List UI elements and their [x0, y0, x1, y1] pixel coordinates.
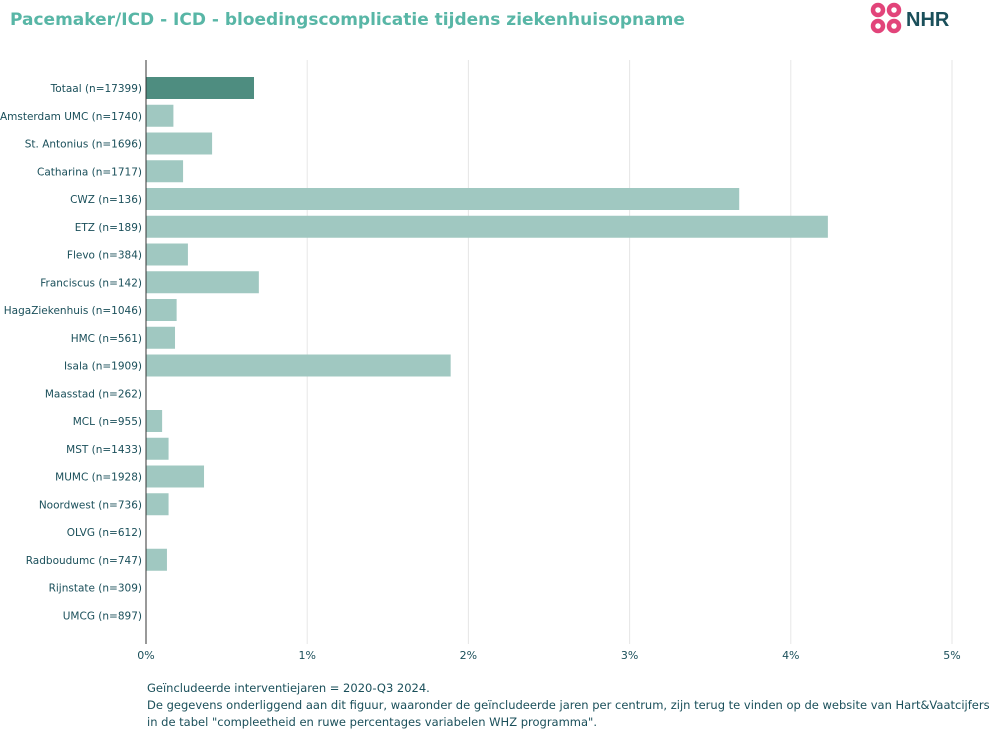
- category-label: HagaZiekenhuis (n=1046): [4, 305, 142, 317]
- bar: [146, 437, 169, 460]
- category-label: Maasstad (n=262): [45, 388, 142, 400]
- bar: [146, 548, 167, 571]
- category-label: HMC (n=561): [71, 333, 142, 345]
- bar: [146, 271, 259, 294]
- x-tick-label: 0%: [137, 649, 154, 662]
- bar: [146, 410, 163, 432]
- chart-footnote: Geïncludeerde interventiejaren = 2020-Q3…: [147, 680, 990, 731]
- x-tick-label: 5%: [943, 649, 960, 662]
- nhr-logo-icon: [870, 2, 902, 34]
- bar: [146, 77, 255, 99]
- category-label: Radboudumc (n=747): [26, 555, 142, 567]
- x-tick-label: 3%: [621, 649, 638, 662]
- bar: [146, 160, 184, 183]
- bar: [146, 104, 174, 127]
- x-tick-label: 4%: [782, 649, 799, 662]
- category-label: Flevo (n=384): [67, 250, 142, 262]
- category-label: Noordwest (n=736): [39, 499, 142, 511]
- category-label: UMCG (n=897): [63, 610, 142, 622]
- nhr-logo: NHR: [870, 2, 950, 34]
- footnote-line-1: Geïncludeerde interventiejaren = 2020-Q3…: [147, 681, 430, 695]
- bar: [146, 326, 176, 349]
- bar: [146, 188, 740, 210]
- x-tick-label: 1%: [298, 649, 315, 662]
- footnote-line-3: in de tabel "compleetheid en ruwe percen…: [147, 715, 598, 729]
- category-label: Franciscus (n=142): [40, 277, 142, 289]
- category-label: MST (n=1433): [66, 444, 142, 456]
- category-label: MCL (n=955): [73, 416, 142, 428]
- bar: [146, 132, 213, 155]
- bar: [146, 299, 177, 321]
- category-label: ETZ (n=189): [75, 222, 142, 234]
- bar: [146, 215, 828, 238]
- footnote-line-2: De gegevens onderliggend aan dit figuur,…: [147, 698, 990, 712]
- bar-chart: 0% 1% 2% 3% 4% 5% Totaal (n=17399) Amsterdam UM…: [0, 60, 961, 662]
- category-label: Catharina (n=1717): [37, 166, 142, 178]
- category-label: Amsterdam UMC (n=1740): [0, 111, 142, 123]
- bar: [146, 465, 205, 488]
- category-label: Rijnstate (n=309): [49, 583, 142, 595]
- category-label: MUMC (n=1928): [55, 472, 142, 484]
- nhr-logo-text: NHR: [906, 9, 950, 31]
- chart-title: Pacemaker/ICD - ICD - bloedingscomplicat…: [10, 10, 685, 30]
- category-label: St. Antonius (n=1696): [25, 139, 142, 151]
- category-label: OLVG (n=612): [67, 527, 142, 539]
- bar: [146, 493, 169, 516]
- category-label: Isala (n=1909): [64, 361, 142, 373]
- category-label: CWZ (n=136): [70, 194, 142, 206]
- bar: [146, 354, 451, 377]
- x-tick-label: 2%: [460, 649, 477, 662]
- category-label: Totaal (n=17399): [50, 83, 142, 95]
- bar: [146, 243, 188, 266]
